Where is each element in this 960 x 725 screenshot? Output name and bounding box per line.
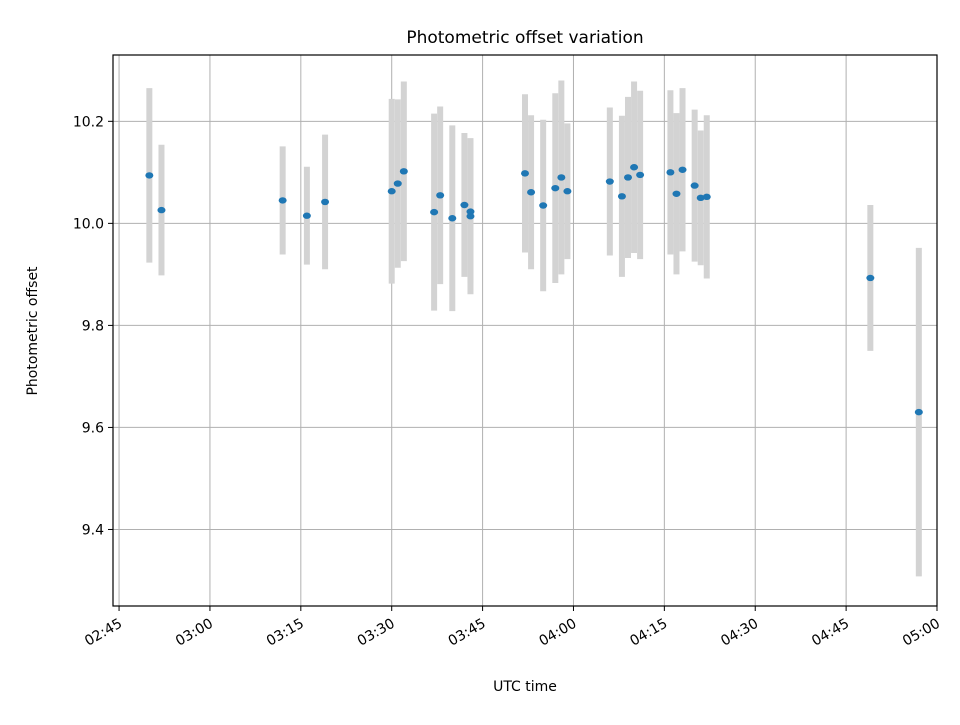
- data-point: [539, 202, 548, 209]
- data-point: [302, 212, 311, 219]
- data-point: [630, 164, 639, 171]
- data-point: [672, 190, 681, 197]
- data-point: [696, 194, 705, 202]
- data-point: [145, 172, 154, 179]
- data-point: [460, 201, 469, 209]
- data-point: [393, 180, 402, 187]
- data-point: [521, 170, 529, 177]
- data-point: [557, 174, 566, 181]
- data-point: [466, 213, 475, 220]
- data-point: [678, 166, 687, 173]
- data-point: [527, 189, 536, 196]
- data-point: [399, 168, 408, 175]
- data-point: [702, 193, 711, 201]
- data-point: [436, 192, 445, 199]
- data-point: [690, 182, 699, 189]
- data-point: [157, 206, 166, 214]
- data-point: [551, 184, 560, 192]
- y-axis: 9.4 9.6 9.8 10.0 10.2: [73, 114, 113, 538]
- data-point: [448, 215, 457, 222]
- data-point: [636, 171, 645, 179]
- data-point: [624, 174, 632, 181]
- data-point: [914, 408, 923, 416]
- data-point: [278, 197, 287, 204]
- y-tick-label: 9.4: [82, 522, 104, 538]
- y-axis-label: Photometric offset: [25, 266, 41, 396]
- data-point: [866, 274, 875, 282]
- data-point: [563, 188, 572, 195]
- y-tick-label: 10.0: [73, 216, 104, 232]
- data-point: [430, 208, 439, 216]
- x-axis-label: UTC time: [493, 679, 557, 695]
- y-tick-label: 9.6: [82, 420, 104, 436]
- data-point: [387, 188, 396, 195]
- y-tick-label: 10.2: [73, 114, 104, 130]
- y-tick-label: 9.8: [82, 318, 104, 334]
- data-point: [617, 193, 626, 200]
- data-point: [466, 208, 475, 215]
- chart-title: Photometric offset variation: [406, 28, 643, 48]
- data-points: [145, 164, 923, 416]
- data-point: [605, 178, 614, 185]
- data-point: [666, 169, 675, 176]
- plot-frame: [112, 54, 938, 607]
- data-point: [321, 198, 330, 206]
